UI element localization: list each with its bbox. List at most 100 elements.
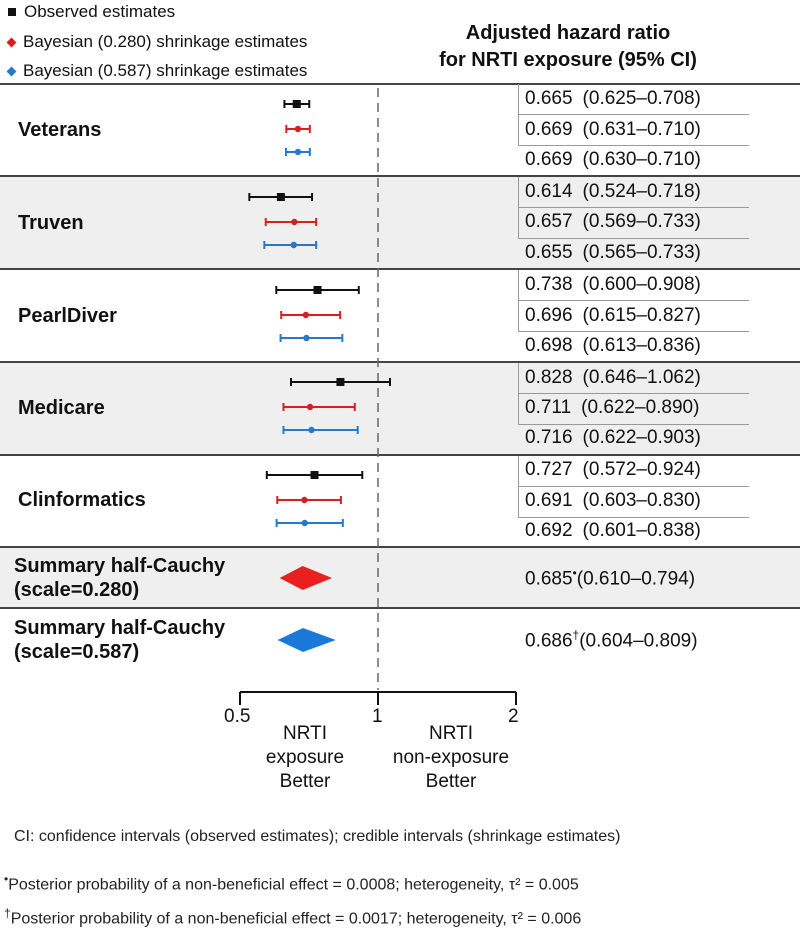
footnote-mark: † — [4, 906, 11, 920]
estimate-ci: (0.601–0.838) — [582, 520, 701, 541]
estimate-value: 0.738 — [525, 274, 573, 295]
summary-label-line1: Summary half-Cauchy — [14, 555, 226, 577]
group-label-clinformatics: Clinformatics — [18, 489, 146, 511]
estimate-row: 0.716 (0.622–0.903) — [525, 427, 701, 449]
point-estimate — [302, 311, 310, 319]
estimate-ci: (0.622–0.903) — [582, 427, 701, 448]
axis-note-line: Better — [279, 771, 331, 792]
summary-label-line2: (scale=0.280) — [14, 579, 140, 601]
estimate-value: 0.655 — [525, 242, 573, 263]
estimate-value: 0.727 — [525, 459, 573, 480]
axis-note-line: Better — [425, 771, 477, 792]
group-band-truven — [0, 176, 800, 269]
footnote-1: •Posterior probability of a non-benefici… — [4, 872, 579, 894]
x-tick-label: 2 — [508, 706, 519, 727]
divider — [0, 175, 800, 177]
point-estimate — [292, 100, 301, 108]
square-icon — [8, 8, 16, 16]
point-estimate — [303, 334, 310, 342]
group-band-medicare — [0, 362, 800, 455]
legend-item-bayesian-0587: Bayesian (0.587) shrinkage estimates — [6, 61, 307, 81]
axis-note-line: exposure — [265, 747, 345, 768]
estimate-value: 0.828 — [525, 367, 573, 388]
estimate-row: 0.828 (0.646–1.062) — [525, 367, 701, 389]
legend-label: Bayesian (0.280) shrinkage estimates — [23, 32, 308, 51]
estimate-row: 0.665 (0.625–0.708) — [525, 88, 701, 110]
divider — [0, 83, 800, 85]
estimate-ci: (0.622–0.890) — [581, 397, 700, 418]
legend-item-observed: Observed estimates — [8, 2, 175, 22]
estimate-ci: (0.604–0.809) — [579, 630, 698, 652]
estimate-value: 0.716 — [525, 427, 573, 448]
footnote-text: Posterior probability of a non-beneficia… — [8, 876, 579, 894]
point-estimate — [301, 519, 308, 527]
estimate-ci: (0.613–0.836) — [582, 335, 701, 356]
estimate-row: 0.657 (0.569–0.733) — [525, 211, 701, 233]
estimate-value: 0.657 — [525, 211, 573, 232]
summary-label-line1: Summary half-Cauchy — [14, 617, 226, 639]
column-header: Adjusted hazard ratio for NRTI exposure … — [408, 20, 728, 74]
summary-estimate-0280: 0.685•(0.610–0.794) — [525, 566, 695, 590]
summary-label-line2: (scale=0.587) — [14, 641, 140, 663]
estimate-row: 0.669 (0.630–0.710) — [525, 149, 701, 171]
estimate-ci: (0.646–1.062) — [582, 367, 701, 388]
estimate-ci: (0.630–0.710) — [582, 149, 701, 170]
axis-note-line: non-exposure — [392, 747, 510, 768]
estimate-row: 0.692 (0.601–0.838) — [525, 520, 701, 542]
point-estimate — [310, 471, 319, 479]
group-label-truven: Truven — [18, 212, 84, 234]
estimate-value: 0.711 — [525, 397, 572, 418]
value-cell — [518, 487, 749, 518]
estimate-value: 0.691 — [525, 490, 573, 511]
estimate-ci: (0.565–0.733) — [582, 242, 701, 263]
value-cell — [518, 115, 749, 146]
point-estimate — [301, 496, 308, 504]
point-estimate — [308, 426, 315, 434]
estimate-row: 0.698 (0.613–0.836) — [525, 335, 701, 357]
estimate-ci: (0.610–0.794) — [576, 568, 696, 590]
axis-note-line: NRTI — [429, 723, 473, 744]
estimate-ci: (0.625–0.708) — [582, 88, 701, 109]
point-estimate — [294, 148, 302, 156]
point-estimate — [306, 403, 314, 411]
summary-diamond — [277, 628, 336, 652]
legend-label: Observed estimates — [24, 2, 176, 21]
estimate-row: 0.614 (0.524–0.718) — [525, 181, 701, 203]
axis-note-line: NRTI — [283, 723, 327, 744]
divider — [0, 454, 800, 456]
estimate-row: 0.738 (0.600–0.908) — [525, 274, 701, 296]
estimate-value: 0.669 — [525, 149, 573, 170]
point-estimate — [294, 125, 302, 133]
estimate-value: 0.665 — [525, 88, 573, 109]
footnote-text: Posterior probability of a non-beneficia… — [10, 910, 582, 928]
point-estimate — [313, 286, 322, 294]
estimate-value: 0.614 — [525, 181, 573, 202]
axis-note-left: NRTI exposure Better — [250, 722, 360, 794]
footnote-2: †Posterior probability of a non-benefici… — [4, 906, 581, 928]
value-cell — [518, 177, 749, 208]
estimate-ci: (0.615–0.827) — [582, 305, 701, 326]
column-header-line1: Adjusted hazard ratio — [465, 22, 671, 44]
column-header-line2: for NRTI exposure (95% CI) — [439, 49, 697, 71]
point-estimate — [290, 241, 297, 249]
point-estimate — [336, 378, 345, 386]
estimate-ci: (0.524–0.718) — [582, 181, 701, 202]
footnote-mark: • — [4, 872, 9, 886]
estimate-row: 0.727 (0.572–0.924) — [525, 459, 701, 481]
summary-label-0280: Summary half-Cauchy (scale=0.280) — [14, 554, 225, 602]
point-estimate — [291, 218, 298, 226]
value-cell — [518, 84, 749, 115]
estimate-ci: (0.600–0.908) — [582, 274, 701, 295]
point-estimate — [276, 193, 285, 201]
forest-plot — [239, 88, 517, 705]
value-cell — [518, 363, 749, 394]
value-cell — [518, 270, 749, 301]
estimate-row: 0.691 (0.603–0.830) — [525, 490, 701, 512]
estimate-row: 0.711 (0.622–0.890) — [525, 397, 699, 419]
summary-diamond — [279, 566, 333, 590]
footnote-mark: † — [572, 628, 580, 642]
estimate-row: 0.655 (0.565–0.733) — [525, 242, 701, 264]
group-label-pearldiver: PearlDiver — [18, 305, 117, 327]
estimate-row: 0.696 (0.615–0.827) — [525, 305, 701, 327]
divider — [0, 361, 800, 363]
